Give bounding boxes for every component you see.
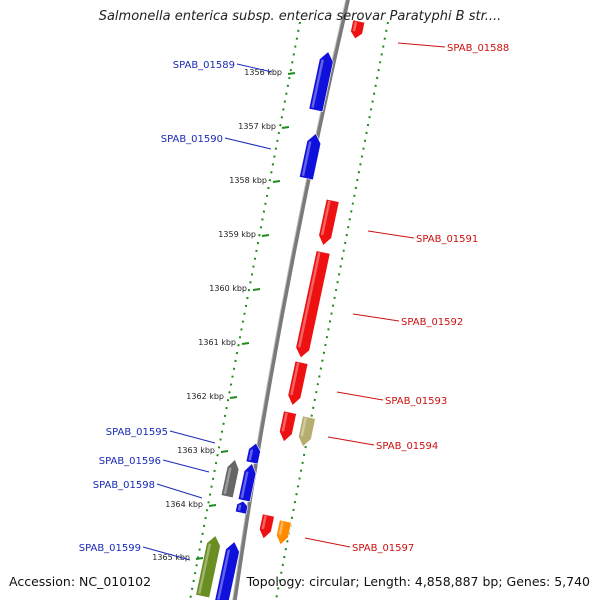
gene-arrow-shape: [295, 250, 331, 359]
gene-label-connector: [236, 63, 273, 73]
scale-tick-label: 1365 kbp: [152, 553, 190, 562]
scale-tick-label: 1362 kbp: [186, 392, 224, 401]
gene-label-spab_01596[interactable]: SPAB_01596: [99, 456, 161, 467]
gene-arrow-spab_01594[interactable]: [297, 415, 316, 448]
gene-arrow-highlight: [248, 449, 254, 461]
gene-arrow-shape: [237, 462, 257, 503]
map-title: Salmonella enterica subsp. enterica sero…: [98, 9, 502, 24]
scale-tick-mark: [287, 72, 296, 75]
gene-arrow-spab_01596[interactable]: [220, 458, 241, 499]
gene-arrow-shape: [195, 535, 221, 599]
scale-tick-label: 1361 kbp: [198, 338, 236, 347]
gene-feature-red[interactable]: [278, 410, 297, 443]
gene-arrow-shape: [308, 51, 334, 113]
gene-label-spab_01598[interactable]: SPAB_01598: [93, 480, 155, 491]
gene-feature-blue[interactable]: [237, 462, 258, 503]
gene-label-spab_01591[interactable]: SPAB_01591: [416, 234, 478, 245]
genome-summary-text: Topology: circular; Length: 4,858,887 bp…: [246, 574, 590, 589]
gene-arrow-highlight: [223, 467, 232, 495]
gene-arrow-shape: [214, 541, 240, 600]
scale-tick-mark: [272, 180, 281, 183]
gene-label-connector: [352, 313, 400, 322]
scale-tick-mark: [252, 288, 261, 291]
gene-arrow-highlight: [198, 543, 212, 594]
gene-label-connector: [304, 537, 351, 548]
gene-label-spab_01590[interactable]: SPAB_01590: [161, 134, 223, 145]
gene-arrow-spab_01598[interactable]: [235, 500, 249, 515]
gene-arrow-highlight: [290, 362, 300, 396]
gene-label-connector: [397, 42, 446, 48]
gene-label-connector: [336, 391, 384, 401]
gene-arrow-shape: [318, 198, 340, 246]
gene-arrow-shape: [235, 500, 249, 515]
gene-arrow-spab_01588[interactable]: [349, 19, 366, 40]
gene-label-spab_01588[interactable]: SPAB_01588: [447, 43, 509, 54]
gene-arrow-shape: [276, 519, 292, 546]
gene-label-connector: [156, 483, 203, 499]
gene-label-spab_01593[interactable]: SPAB_01593: [385, 396, 447, 407]
gene-arrow-shape: [298, 415, 316, 448]
gene-label-connector: [162, 459, 210, 473]
gene-arrow-highlight: [311, 59, 324, 108]
gene-arrow-spab_01593[interactable]: [286, 360, 309, 407]
gene-arrow-spab_01589[interactable]: [308, 50, 335, 113]
gene-arrow-highlight: [352, 21, 358, 32]
gene-arrow-highlight: [237, 504, 242, 511]
feature-track-dots: [275, 21, 389, 600]
gene-arrow-spab_01592[interactable]: [294, 250, 331, 360]
gene-arrow-spab_01591[interactable]: [317, 198, 340, 247]
gene-label-connector: [169, 430, 216, 444]
gene-arrow-shape: [299, 133, 322, 181]
scale-tick-mark: [261, 234, 270, 237]
scale-tick-label: 1356 kbp: [244, 68, 282, 77]
scale-tick-label: 1358 kbp: [229, 176, 267, 185]
scale-tick-label: 1359 kbp: [218, 230, 256, 239]
gene-arrow-highlight: [278, 521, 284, 536]
gene-arrow-highlight: [261, 515, 267, 530]
scale-tick-label: 1357 kbp: [238, 122, 276, 131]
gene-feature-red[interactable]: [258, 513, 275, 540]
gene-arrow-highlight: [297, 252, 321, 348]
gene-label-spab_01589[interactable]: SPAB_01589: [173, 60, 235, 71]
gene-arrow-shape: [287, 360, 309, 407]
gene-arrow-spab_01599[interactable]: [195, 534, 223, 599]
gene-arrow-shape: [279, 410, 297, 443]
gene-arrow-shape: [350, 19, 366, 40]
gene-arrow-highlight: [301, 141, 312, 177]
scale-tick-mark: [229, 396, 238, 399]
gene-arrow-highlight: [217, 549, 231, 600]
accession-text: Accession: NC_010102: [9, 574, 152, 589]
gene-label-spab_01592[interactable]: SPAB_01592: [401, 317, 463, 328]
scale-tick-mark: [241, 342, 250, 345]
gene-arrow-shape: [245, 442, 261, 465]
scale-tick-label: 1360 kbp: [209, 284, 247, 293]
gene-label-spab_01595[interactable]: SPAB_01595: [106, 427, 168, 438]
gene-label-spab_01597[interactable]: SPAB_01597: [352, 543, 414, 554]
scale-tick-mark: [281, 126, 290, 129]
scale-tick-mark: [208, 504, 217, 507]
scale-tick-label: 1363 kbp: [177, 446, 215, 455]
gene-arrow-highlight: [240, 471, 249, 499]
gene-label-connector: [327, 436, 375, 446]
gene-arrow-highlight: [320, 200, 331, 236]
gene-arrow-highlight: [300, 417, 307, 437]
gene-arrow-shape: [259, 513, 275, 540]
genome-backbone: [232, 0, 350, 600]
gene-label-connector: [142, 546, 191, 561]
gene-arrow-shape: [220, 458, 240, 499]
gene-label-connector: [224, 137, 272, 150]
gene-arrow-spab_01595[interactable]: [245, 442, 262, 465]
gene-arrow-spab_01597[interactable]: [275, 519, 292, 546]
gene-label-spab_01599[interactable]: SPAB_01599: [79, 543, 141, 554]
scale-tick-mark: [220, 450, 229, 453]
gene-arrow-spab_01590[interactable]: [299, 132, 322, 181]
gene-label-connector: [367, 230, 415, 239]
gene-arrow-highlight: [281, 412, 288, 432]
gene-label-spab_01594[interactable]: SPAB_01594: [376, 441, 438, 452]
scale-tick-label: 1364 kbp: [165, 500, 203, 509]
gene-feature-blue[interactable]: [214, 540, 242, 600]
scale-tick-mark: [195, 557, 204, 560]
